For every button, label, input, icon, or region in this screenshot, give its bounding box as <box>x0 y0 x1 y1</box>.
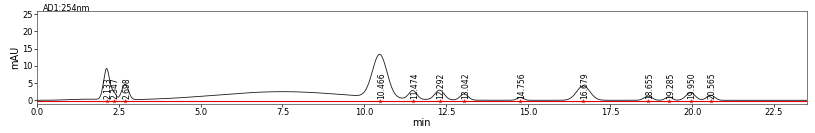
Text: 11.474: 11.474 <box>410 73 419 99</box>
Text: 19.950: 19.950 <box>688 73 697 99</box>
Text: 19.285: 19.285 <box>666 73 675 99</box>
Text: AD1:254nm: AD1:254nm <box>43 4 90 13</box>
Text: 14.756: 14.756 <box>518 73 526 99</box>
Text: 2.347: 2.347 <box>111 78 120 99</box>
Text: 2.698: 2.698 <box>122 78 131 99</box>
Text: 13.042: 13.042 <box>461 73 470 99</box>
Text: 18.655: 18.655 <box>645 73 654 99</box>
Text: 10.466: 10.466 <box>377 73 385 99</box>
Text: 20.565: 20.565 <box>707 73 717 99</box>
X-axis label: min: min <box>412 118 431 128</box>
Text: 16.679: 16.679 <box>580 73 589 99</box>
Y-axis label: mAU: mAU <box>11 46 20 69</box>
Text: 12.292: 12.292 <box>437 73 446 99</box>
Text: 2.133: 2.133 <box>104 78 112 99</box>
